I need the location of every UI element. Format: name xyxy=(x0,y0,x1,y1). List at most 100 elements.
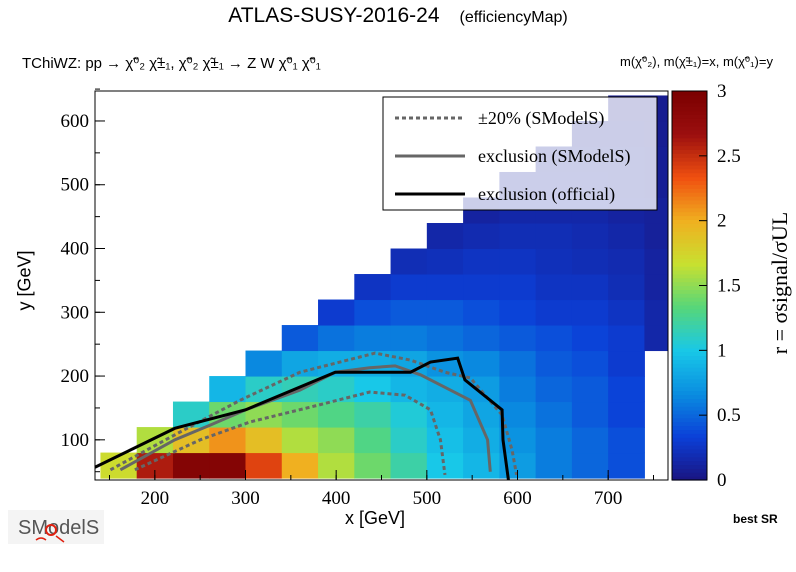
heatmap-cell xyxy=(354,452,392,479)
colorbar-segment xyxy=(672,188,707,193)
colorbar-segment xyxy=(672,172,707,178)
heatmap-cell xyxy=(535,427,573,454)
heatmap-cell xyxy=(390,427,428,454)
heatmap-cell xyxy=(608,299,645,326)
colorbar-segment xyxy=(672,429,707,434)
colorbar-segment xyxy=(672,133,707,139)
x-axis-label: x [GeV] xyxy=(345,508,406,528)
colorbar-segment xyxy=(672,382,707,388)
colorbar-segment xyxy=(672,273,707,279)
heatmap-cell xyxy=(390,325,428,352)
colorbar-segment xyxy=(672,168,707,174)
colorbar-segment xyxy=(672,223,707,228)
colorbar-segment xyxy=(672,409,707,415)
y-tick-label: 600 xyxy=(61,111,90,132)
heatmap-cell xyxy=(245,401,283,428)
heatmap-cell xyxy=(245,427,283,454)
heatmap-cell xyxy=(463,325,500,352)
heatmap-cell xyxy=(463,350,500,377)
colorbar-segment xyxy=(672,269,707,275)
colorbar-segment xyxy=(672,336,707,341)
x-tick-label: 700 xyxy=(594,488,623,509)
heatmap-cell xyxy=(354,401,392,428)
subtitle-text: (efficiencyMap) xyxy=(459,9,568,26)
x-tick-label: 300 xyxy=(231,488,260,509)
colorbar-segment xyxy=(672,203,707,209)
colorbar-segment xyxy=(672,231,707,236)
heatmap-cell xyxy=(535,376,573,403)
heatmap-cell xyxy=(499,325,537,352)
colorbar-segment xyxy=(672,398,707,403)
heatmap-cell xyxy=(499,223,537,250)
contour-line xyxy=(94,356,510,481)
heatmap-cell xyxy=(571,401,609,428)
colorbar-segment xyxy=(672,199,707,205)
colorbar-segment xyxy=(672,153,707,158)
y-tick-label: 300 xyxy=(61,302,90,323)
colorbar-segment xyxy=(672,91,707,96)
colorbar-segment xyxy=(672,145,707,150)
colorbar-segment xyxy=(672,316,707,322)
colorbar-segment xyxy=(672,285,707,290)
colorbar-segment xyxy=(672,351,707,357)
colorbar-segment xyxy=(672,141,707,147)
colorbar-segment xyxy=(672,421,707,427)
heatmap-cell xyxy=(318,325,355,352)
heatmap-cell xyxy=(535,248,573,275)
colorbar-segment xyxy=(672,308,707,314)
heatmap-cell xyxy=(463,223,500,250)
colorbar-segment xyxy=(672,102,707,108)
colorbar-segment xyxy=(672,161,707,166)
x-tick-label: 200 xyxy=(141,488,170,509)
colorbar-segment xyxy=(672,196,707,201)
heatmap-cell xyxy=(608,452,645,479)
heatmap-cell xyxy=(535,350,573,377)
heatmap-cell xyxy=(571,248,609,275)
heatmap-cell xyxy=(644,274,669,301)
heatmap-cell xyxy=(281,452,319,479)
colorbar-segment xyxy=(672,242,707,248)
heatmap-cell xyxy=(426,299,464,326)
heatmap-cell xyxy=(499,248,537,275)
colorbar-segment xyxy=(672,406,707,411)
heatmap-cell xyxy=(281,427,319,454)
heatmap-cell xyxy=(463,376,500,403)
heatmap-cell xyxy=(354,427,392,454)
colorbar-segment xyxy=(672,94,707,100)
heatmap-cell xyxy=(463,427,500,454)
heatmap-cell xyxy=(608,427,645,454)
heatmap-cell xyxy=(535,325,573,352)
heatmap-cell xyxy=(426,248,464,275)
colorbar-segment xyxy=(672,301,707,306)
colorbar-segment xyxy=(672,363,707,368)
heatmap-cell xyxy=(318,427,355,454)
heatmap-cell xyxy=(608,248,645,275)
colorbar-tick-label: 2 xyxy=(717,211,727,232)
colorbar-segment xyxy=(672,417,707,423)
heatmap-cell xyxy=(644,299,669,326)
heatmap-cell xyxy=(318,401,355,428)
colorbar-segment xyxy=(672,106,707,112)
colorbar-segment xyxy=(672,355,707,361)
heatmap-cell xyxy=(426,427,464,454)
contour-line xyxy=(119,364,492,472)
colorbar-segment xyxy=(672,359,707,364)
colorbar-segment xyxy=(672,304,707,310)
y-axis-label: y [GeV] xyxy=(14,250,35,311)
legend-box xyxy=(382,96,658,211)
chart-title: ATLAS-SUSY-2016-24 (efficiencyMap) xyxy=(0,4,796,28)
heatmap-cell xyxy=(318,299,355,326)
mass-label: m(χ̃⁰₂), m(χ̃±₁)=x, m(χ̃⁰₁)=y xyxy=(620,54,773,69)
heatmap-cell xyxy=(535,401,573,428)
heatmap-cell xyxy=(172,427,210,454)
colorbar-segment xyxy=(672,176,707,182)
colorbar-segment xyxy=(672,149,707,154)
colorbar-segment xyxy=(672,254,707,259)
y-tick-label: 200 xyxy=(61,366,90,387)
heatmap-cell xyxy=(535,223,573,250)
x-tick-label: 600 xyxy=(503,488,532,509)
heatmap-cell xyxy=(354,299,392,326)
colorbar-segment xyxy=(672,289,707,294)
heatmap-cell xyxy=(463,452,500,479)
